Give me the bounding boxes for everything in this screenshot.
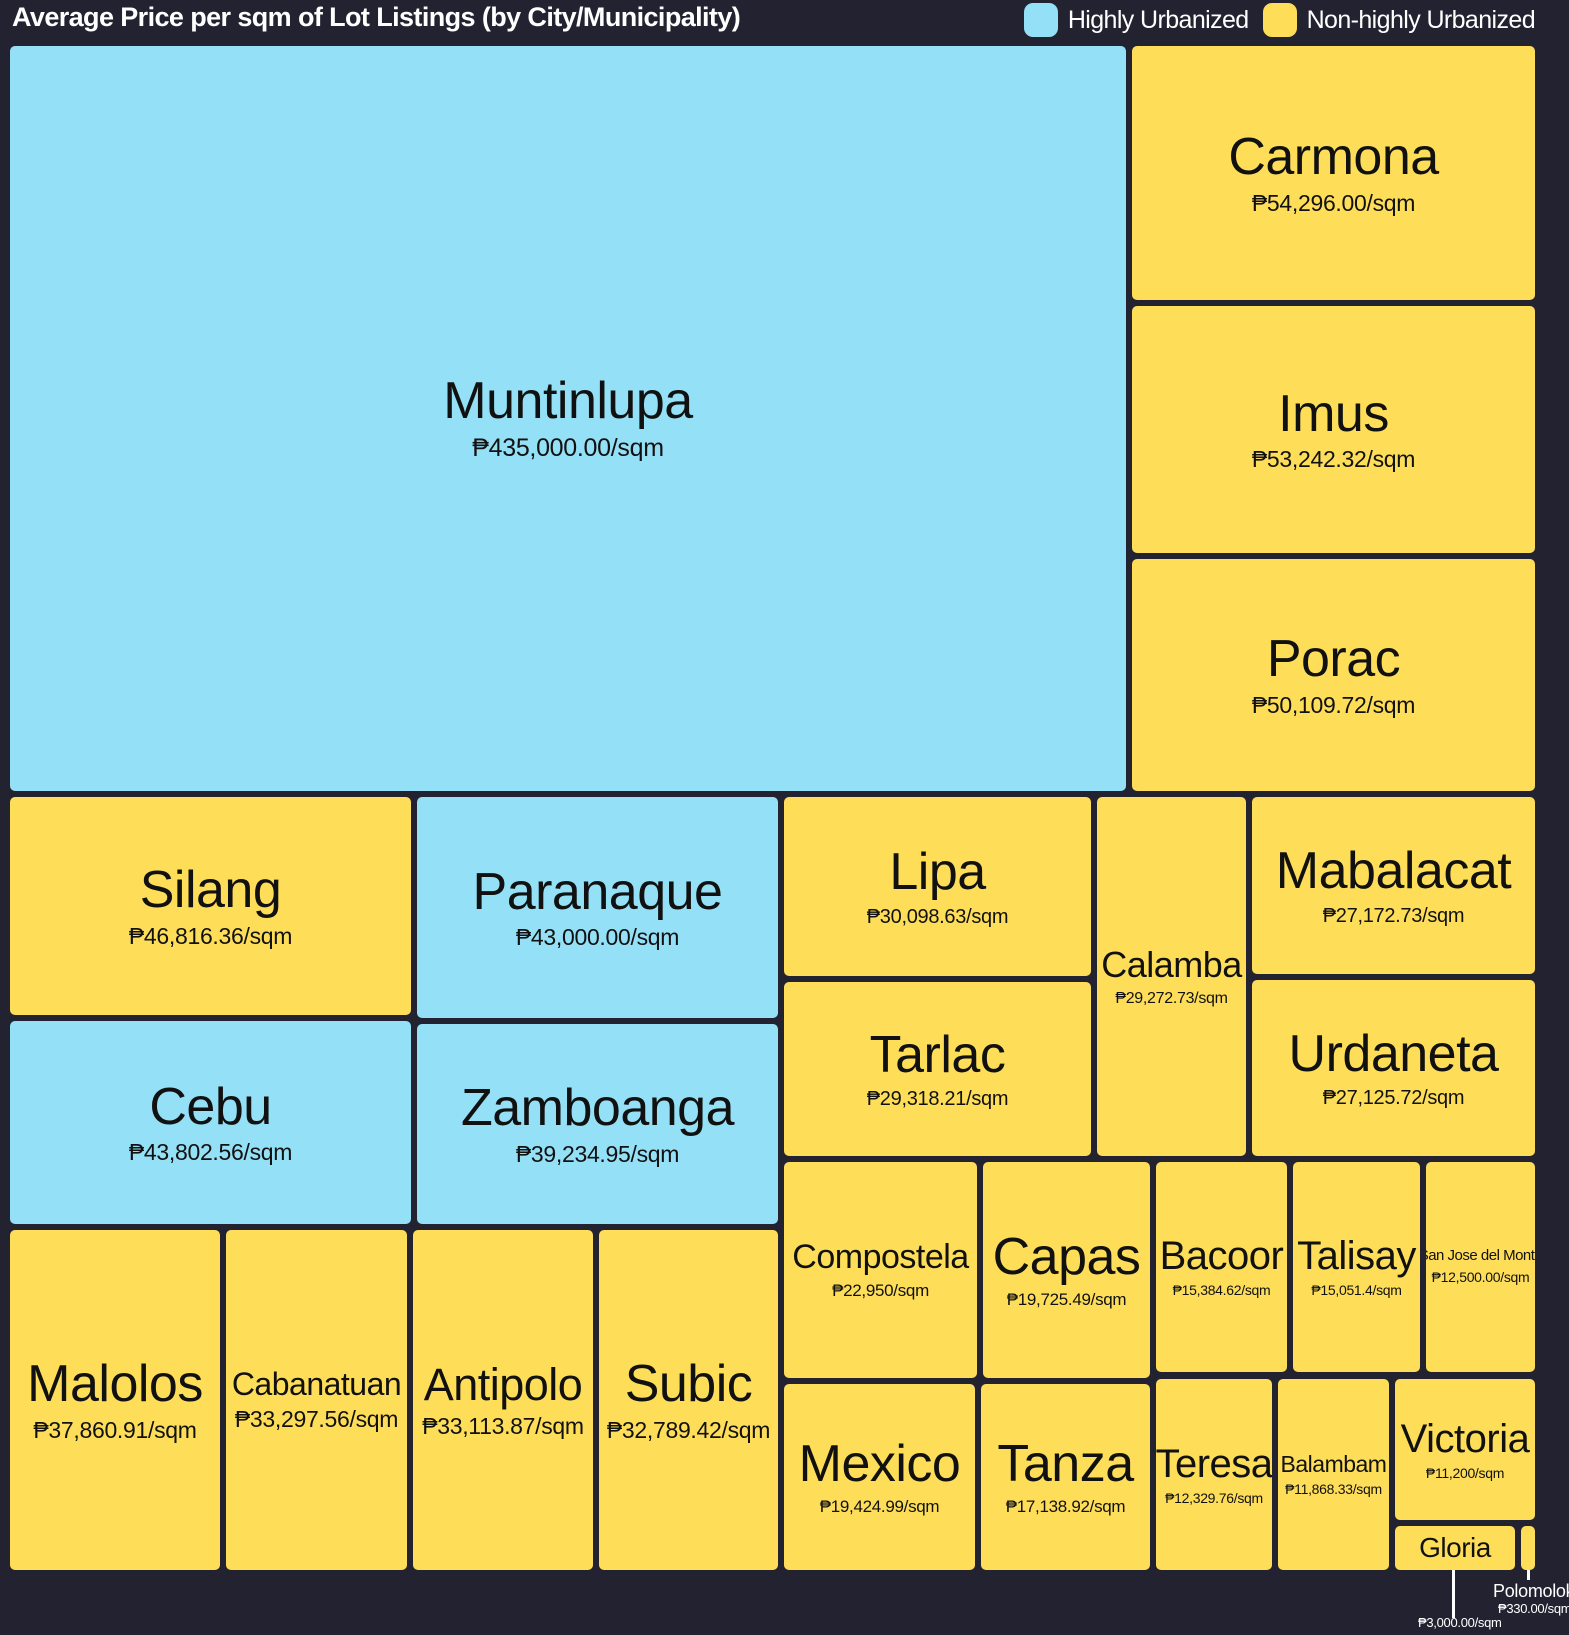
callout-value-gloria: ₱3,000.00/sqm [1418,1615,1502,1630]
treemap-tile-mexico: Mexico ₱19,424.99/sqm [784,1384,975,1570]
treemap-tile-bacoor: Bacoor ₱15,384.62/sqm [1156,1162,1287,1372]
tile-name-label: Compostela [792,1237,969,1276]
tile-value-label: ₱19,424.99/sqm [819,1496,940,1516]
legend-swatch-non-highly-urbanized [1262,3,1297,37]
tile-name-label: Malolos [27,1355,203,1414]
tile-value-label: ₱54,296.00/sqm [1251,189,1416,216]
tile-value-label: ₱50,109.72/sqm [1251,691,1416,718]
treemap-tile-cabanatuan: Cabanatuan ₱33,297.56/sqm [226,1230,407,1570]
tile-name-label: Lipa [889,843,986,902]
treemap-tile-subic: Subic ₱32,789.42/sqm [599,1230,778,1570]
tile-value-label: ₱11,868.33/sqm [1285,1480,1382,1497]
tile-name-label: Carmona [1228,128,1439,187]
tile-name-label: Muntinlupa [443,372,693,431]
tile-name-label: Imus [1278,384,1389,443]
tile-name-label: Silang [139,861,282,920]
tile-value-label: ₱27,172.73/sqm [1322,904,1465,927]
treemap-tile-porac: Porac ₱50,109.72/sqm [1132,559,1535,791]
callout-name-polomolok: Polomolok [1493,1581,1569,1601]
tile-name-label: Tanza [997,1435,1134,1494]
callout-line-gloria [1452,1570,1455,1618]
callout-value-polomolok: ₱330.00/sqm [1498,1601,1569,1616]
tile-name-label: Capas [992,1228,1141,1287]
tile-value-label: ₱12,329.76/sqm [1165,1489,1263,1506]
tile-value-label: ₱17,138.92/sqm [1005,1496,1126,1516]
tile-name-label: Tarlac [869,1025,1006,1084]
tile-value-label: ₱29,272.73/sqm [1115,989,1228,1007]
tile-name-label: Victoria [1400,1416,1530,1461]
tile-value-label: ₱43,802.56/sqm [128,1139,293,1166]
chart-legend: Highly Urbanized Non-highly Urbanized [1023,3,1536,37]
treemap-tile-polomolok [1521,1526,1535,1570]
tile-name-label: Porac [1266,630,1401,689]
treemap-tile-san-jose-del-monte: San Jose del Monte ₱12,500.00/sqm [1426,1162,1535,1372]
tile-name-label: Zamboanga [460,1079,735,1138]
tile-name-label: Mabalacat [1275,842,1512,901]
tile-value-label: ₱32,789.42/sqm [606,1416,771,1443]
treemap-tile-cebu: Cebu ₱43,802.56/sqm [10,1021,411,1224]
tile-value-label: ₱11,200/sqm [1425,1464,1505,1481]
chart-title: Average Price per sqm of Lot Listings (b… [12,2,741,32]
tile-name-label: Teresa [1156,1441,1272,1486]
tile-value-label: ₱12,500.00/sqm [1431,1269,1530,1286]
callout-line-polomolok [1527,1570,1530,1580]
treemap-tile-mabalacat: Mabalacat ₱27,172.73/sqm [1252,797,1535,974]
legend-item-highly-urbanized: Highly Urbanized [1023,3,1249,37]
tile-name-label: Paranaque [472,862,723,921]
legend-label-highly-urbanized: Highly Urbanized [1067,5,1249,34]
tile-value-label: ₱22,950/sqm [832,1280,929,1300]
tile-name-label: San Jose del Monte [1426,1247,1535,1265]
legend-item-non-highly-urbanized: Non-highly Urbanized [1262,3,1536,37]
tile-value-label: ₱37,860.91/sqm [33,1416,197,1443]
tile-name-label: Urdaneta [1288,1024,1499,1083]
treemap-tile-lipa: Lipa ₱30,098.63/sqm [784,797,1091,976]
treemap-tile-capas: Capas ₱19,725.49/sqm [983,1162,1150,1378]
tile-value-label: ₱46,816.36/sqm [128,922,293,949]
treemap-tile-calamba: Calamba ₱29,272.73/sqm [1097,797,1246,1156]
tile-name-label: Bacoor [1159,1234,1284,1279]
tile-value-label: ₱53,242.32/sqm [1251,446,1416,473]
treemap-tile-imus: Imus ₱53,242.32/sqm [1132,306,1535,553]
treemap-tile-urdaneta: Urdaneta ₱27,125.72/sqm [1252,980,1535,1156]
tile-value-label: ₱15,051.4/sqm [1311,1282,1402,1299]
tile-value-label: ₱435,000.00/sqm [472,434,664,463]
tile-value-label: ₱39,234.95/sqm [515,1140,680,1167]
treemap-tile-silang: Silang ₱46,816.36/sqm [10,797,411,1015]
tile-value-label: ₱30,098.63/sqm [866,905,1009,928]
treemap-tile-teresa: Teresa ₱12,329.76/sqm [1156,1379,1272,1570]
legend-swatch-highly-urbanized [1023,3,1058,37]
treemap-tile-tanza: Tanza ₱17,138.92/sqm [981,1384,1150,1570]
tile-name-label: Subic [624,1355,753,1414]
treemap-tile-compostela: Compostela ₱22,950/sqm [784,1162,977,1378]
tile-name-label: Cabanatuan [231,1365,402,1402]
treemap-tile-malolos: Malolos ₱37,860.91/sqm [10,1230,220,1570]
treemap-tile-victoria: Victoria ₱11,200/sqm [1395,1379,1535,1520]
legend-label-non-highly-urbanized: Non-highly Urbanized [1306,5,1536,34]
tile-value-label: ₱43,000.00/sqm [515,924,680,951]
treemap-tile-gloria: Gloria [1395,1526,1515,1570]
treemap-tile-talisay: Talisay ₱15,051.4/sqm [1293,1162,1420,1372]
tile-name-label: Mexico [798,1435,961,1494]
tile-name-label: Calamba [1101,943,1242,985]
tile-value-label: ₱27,125.72/sqm [1322,1087,1465,1110]
tile-value-label: ₱33,297.56/sqm [234,1406,399,1433]
tile-value-label: ₱29,318.21/sqm [866,1088,1009,1111]
treemap-tile-antipolo: Antipolo ₱33,113.87/sqm [413,1230,593,1570]
tile-name-label: Talisay [1297,1234,1416,1279]
tile-name-label: Cebu [149,1077,272,1136]
treemap-tile-paranaque: Paranaque ₱43,000.00/sqm [417,797,778,1018]
tile-name-label: Balambam [1280,1450,1387,1477]
tile-value-label: ₱33,113.87/sqm [422,1412,584,1439]
treemap-tile-muntinlupa: Muntinlupa ₱435,000.00/sqm [10,46,1126,791]
treemap-tile-balambam: Balambam ₱11,868.33/sqm [1278,1379,1389,1570]
treemap-tile-tarlac: Tarlac ₱29,318.21/sqm [784,982,1091,1156]
tile-value-label: ₱19,725.49/sqm [1006,1289,1127,1309]
tile-value-label: ₱15,384.62/sqm [1172,1282,1271,1299]
tile-name-label: Gloria [1419,1532,1491,1564]
treemap-tile-zamboanga: Zamboanga ₱39,234.95/sqm [417,1024,778,1224]
tile-name-label: Antipolo [423,1358,583,1410]
treemap-tile-carmona: Carmona ₱54,296.00/sqm [1132,46,1535,300]
